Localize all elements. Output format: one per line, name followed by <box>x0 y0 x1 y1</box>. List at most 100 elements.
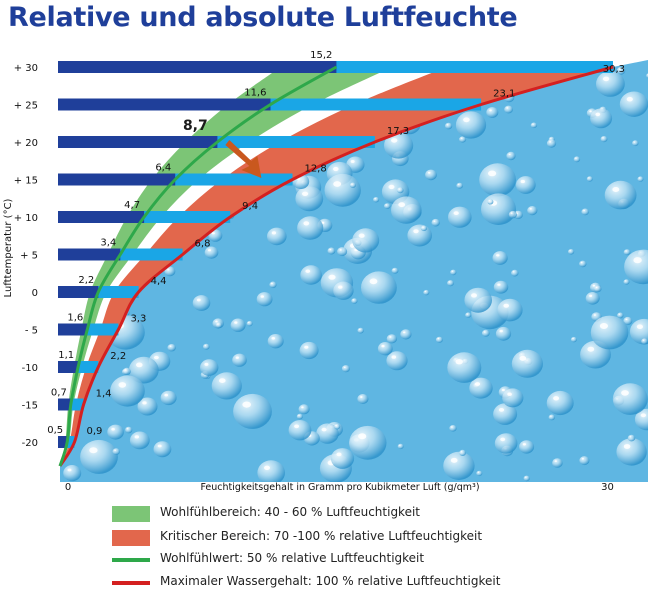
water-droplet <box>570 336 577 343</box>
water-droplet <box>594 285 602 293</box>
droplet-highlight <box>499 329 503 333</box>
water-droplet <box>596 71 625 97</box>
water-droplet <box>511 269 519 277</box>
water-droplet <box>357 327 364 334</box>
water-droplet <box>455 111 487 139</box>
droplet-highlight <box>618 313 621 315</box>
water-droplet <box>527 206 538 216</box>
droplet-highlight <box>413 229 419 234</box>
water-droplet <box>492 251 508 265</box>
labels: + 30 + 25 + 20 + 15 + 10 + 5 0 - 5 -10 -15 -20 Luft… <box>3 50 625 493</box>
droplet-highlight <box>618 68 621 70</box>
droplet-highlight <box>111 427 115 431</box>
droplet-highlight <box>501 388 505 392</box>
bar-comfort-value <box>58 286 99 298</box>
y-axis-title: Lufttemperatur (°C) <box>3 198 14 297</box>
water-droplet <box>116 153 124 160</box>
water-droplet <box>495 326 512 341</box>
water-droplet <box>295 186 324 212</box>
water-droplet <box>425 169 437 181</box>
x-axis-title: Feuchtigkeitsgehalt in Gramm pro Kubikme… <box>200 482 479 493</box>
water-droplet <box>449 425 457 432</box>
water-droplet <box>327 247 336 255</box>
water-droplet <box>486 107 499 118</box>
comfort-value-label: 1,6 <box>67 313 83 324</box>
max-value-label: 23,1 <box>493 89 515 100</box>
legend-label: Wohlfühlbereich: 40 - 60 % Luftfeuchtigk… <box>160 505 421 519</box>
comfort-value-label: 1,1 <box>58 350 74 361</box>
droplet-highlight <box>62 154 71 161</box>
droplet-highlight <box>391 138 398 143</box>
comfort-value-curve <box>58 65 338 467</box>
water-droplet <box>79 199 89 208</box>
droplet-highlight <box>215 320 218 323</box>
legend-item-comfort-line: Wohlfühlwert: 50 % relative Luftfeuchtig… <box>112 550 572 570</box>
droplet-highlight <box>118 155 120 157</box>
water-droplet <box>447 352 482 383</box>
droplet-highlight <box>625 318 628 321</box>
droplet-highlight <box>529 208 532 210</box>
water-droplet <box>448 206 472 228</box>
water-droplet <box>623 279 630 285</box>
water-droplet <box>386 334 398 344</box>
water-droplet <box>391 267 399 274</box>
water-droplet <box>579 260 587 268</box>
droplet-highlight <box>271 231 276 235</box>
comfort-value-label: 0,7 <box>51 388 67 399</box>
droplet-highlight <box>629 436 632 438</box>
droplet-highlight <box>519 355 527 361</box>
water-droplet <box>110 375 145 407</box>
water-droplet <box>128 356 159 384</box>
droplet-highlight <box>385 204 387 206</box>
water-droplet <box>62 145 81 162</box>
water-droplet <box>420 225 427 232</box>
droplet-highlight <box>510 212 513 214</box>
droplet-highlight <box>507 392 512 396</box>
droplet-highlight <box>359 329 361 330</box>
droplet-highlight <box>532 123 534 125</box>
water-droplet <box>153 441 172 458</box>
droplet-highlight <box>433 220 436 222</box>
droplet-highlight <box>399 444 401 446</box>
droplet-highlight <box>354 89 357 91</box>
droplet-highlight <box>427 171 431 174</box>
droplet-highlight <box>589 294 593 297</box>
droplet-highlight <box>142 401 147 405</box>
water-droplet <box>349 182 356 188</box>
bar-comfort-value <box>58 436 68 448</box>
droplet-highlight <box>381 344 385 348</box>
water-droplet <box>296 413 303 420</box>
y-tick-label: + 30 <box>14 63 38 74</box>
max-value-label: 9,4 <box>242 201 258 212</box>
x-tick-label: 0 <box>65 482 71 493</box>
water-droplet <box>125 426 133 434</box>
droplet-highlight <box>350 160 355 163</box>
droplet-highlight <box>522 443 527 446</box>
droplet-highlight <box>134 435 139 439</box>
water-droplet <box>637 176 644 182</box>
droplet-highlight <box>581 458 585 460</box>
water-droplet <box>508 210 517 219</box>
water-droplet <box>431 218 440 227</box>
droplet-highlight <box>455 359 463 365</box>
droplet-highlight <box>446 124 449 126</box>
water-droplet <box>624 249 648 285</box>
water-droplet <box>629 318 648 345</box>
droplet-highlight <box>575 157 577 159</box>
max-value-label: 6,8 <box>195 239 211 250</box>
droplet-highlight <box>393 269 395 271</box>
water-droplet <box>232 353 247 367</box>
droplet-highlight <box>621 390 629 396</box>
water-droplet <box>341 365 350 373</box>
water-droplet <box>112 448 120 455</box>
droplet-highlight <box>550 137 552 139</box>
bar-comfort-value <box>58 98 271 111</box>
droplet-highlight <box>157 444 162 448</box>
droplet-highlight <box>602 137 604 139</box>
droplet-highlight <box>488 200 491 202</box>
max-value-label: 3,3 <box>130 314 146 325</box>
bar-comfort-value <box>58 136 218 148</box>
droplet-highlight <box>512 271 515 273</box>
water-droplet <box>298 404 310 415</box>
water-droplet <box>493 403 518 425</box>
